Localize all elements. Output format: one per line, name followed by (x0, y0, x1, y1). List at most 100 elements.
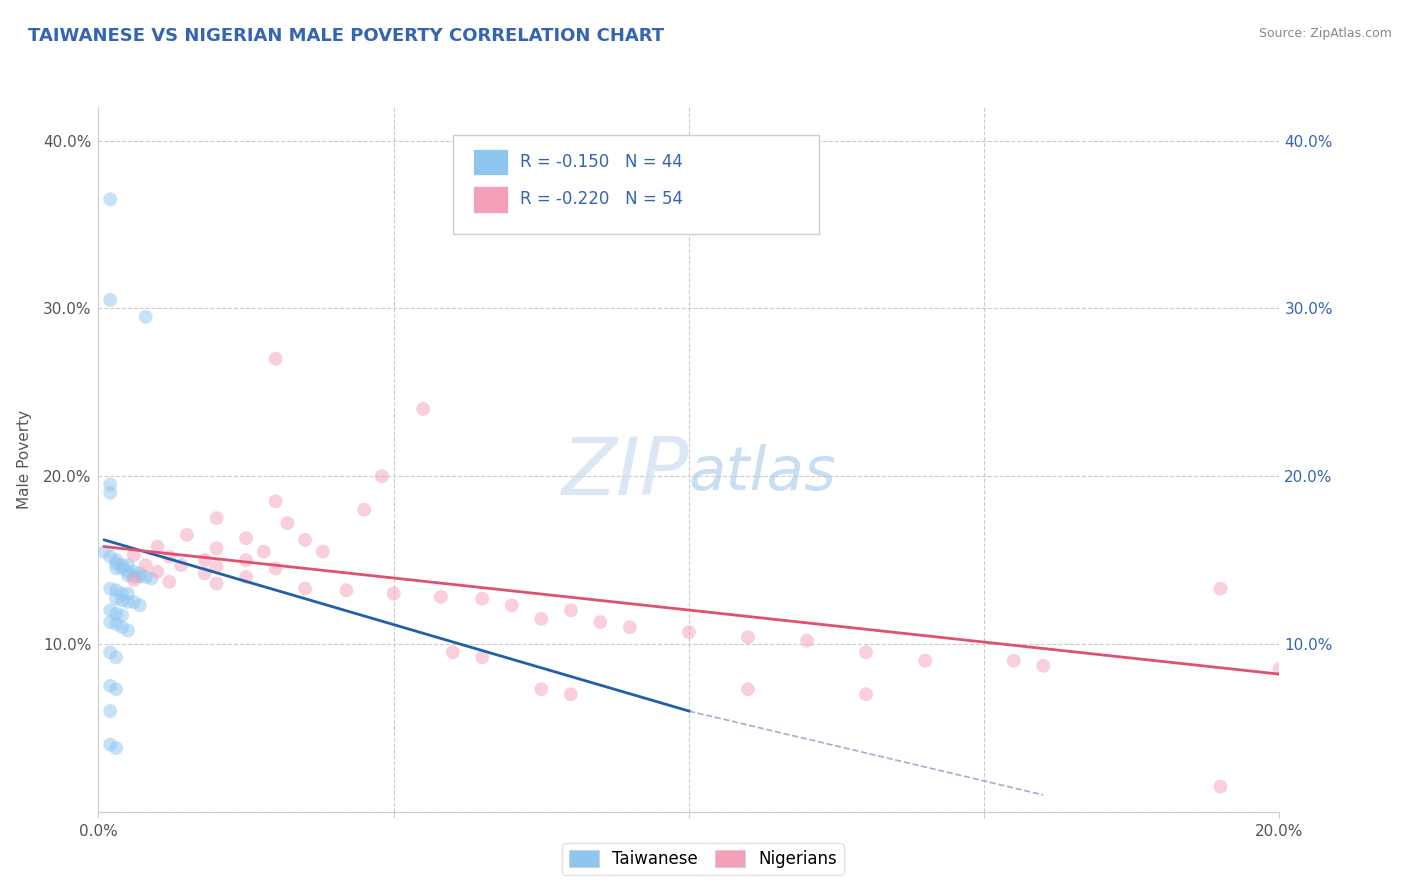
Point (141, 572, 163, 586)
Point (1002, 654, 1025, 668)
Point (530, 682, 553, 697)
Point (122, 548, 145, 562)
Point (335, 583, 357, 598)
Point (205, 511, 228, 525)
Point (135, 570, 157, 584)
Point (105, 741, 128, 756)
Point (1268, 662, 1291, 676)
Point (205, 559, 228, 574)
Point (105, 553, 128, 567)
Point (98, 549, 121, 564)
Point (117, 624, 139, 638)
Point (117, 565, 139, 579)
Point (235, 531, 257, 545)
Point (205, 576, 228, 591)
Point (117, 558, 139, 573)
Point (98, 615, 121, 629)
Text: R = -0.150   N = 44: R = -0.150 N = 44 (520, 153, 683, 171)
Text: TAIWANESE VS NIGERIAN MALE POVERTY CORRELATION CHART: TAIWANESE VS NIGERIAN MALE POVERTY CORRE… (28, 27, 664, 45)
Point (471, 650, 494, 665)
Text: ZIP: ZIP (561, 434, 689, 513)
Point (122, 570, 145, 584)
Point (111, 593, 134, 607)
Point (353, 502, 375, 516)
Point (157, 549, 180, 564)
Point (371, 469, 394, 483)
Point (264, 351, 287, 366)
Point (619, 620, 641, 634)
Point (914, 654, 936, 668)
Point (98, 679, 121, 693)
Point (235, 570, 257, 584)
Point (235, 553, 257, 567)
Point (253, 544, 276, 558)
Point (111, 608, 134, 623)
Point (294, 582, 316, 596)
Point (312, 544, 335, 558)
Point (1209, 780, 1232, 794)
Point (105, 583, 128, 598)
Point (135, 310, 157, 324)
Point (111, 586, 134, 600)
Point (128, 566, 150, 581)
Point (264, 561, 287, 575)
Point (264, 494, 287, 508)
Point (560, 603, 582, 617)
FancyBboxPatch shape (472, 149, 508, 176)
Point (146, 565, 169, 579)
Point (294, 533, 316, 547)
Point (530, 612, 553, 626)
Point (105, 561, 128, 575)
Point (98, 486, 121, 500)
Point (117, 595, 139, 609)
Point (128, 570, 150, 584)
Point (117, 568, 139, 582)
Point (412, 402, 434, 417)
Point (122, 573, 145, 587)
FancyBboxPatch shape (453, 136, 818, 234)
Point (855, 687, 877, 701)
Point (105, 616, 128, 631)
Point (111, 620, 134, 634)
Point (1032, 658, 1054, 673)
Point (589, 615, 612, 629)
Text: Source: ZipAtlas.com: Source: ZipAtlas.com (1258, 27, 1392, 40)
Point (98, 293, 121, 307)
Point (122, 565, 145, 579)
Point (855, 645, 877, 659)
Point (111, 558, 134, 573)
Point (382, 586, 405, 600)
Point (93, 544, 115, 558)
Point (471, 591, 494, 606)
Point (105, 557, 128, 571)
Point (98, 477, 121, 491)
Point (170, 558, 193, 573)
Point (98, 645, 121, 659)
Point (501, 599, 523, 613)
Point (560, 687, 582, 701)
Point (98, 603, 121, 617)
Point (105, 591, 128, 606)
Point (98, 192, 121, 206)
Point (678, 625, 700, 640)
FancyBboxPatch shape (472, 186, 508, 212)
Point (117, 586, 139, 600)
Point (441, 645, 464, 659)
Point (1209, 582, 1232, 596)
Point (194, 566, 217, 581)
Point (146, 540, 169, 554)
Point (128, 599, 150, 613)
Point (737, 630, 759, 644)
Point (157, 574, 180, 589)
Point (737, 682, 759, 697)
Text: atlas: atlas (689, 444, 837, 503)
Point (796, 633, 818, 648)
Y-axis label: Male Poverty: Male Poverty (17, 409, 32, 509)
Point (135, 558, 157, 573)
Point (205, 541, 228, 556)
Legend: Taiwanese, Nigerians: Taiwanese, Nigerians (562, 843, 844, 875)
Point (122, 595, 145, 609)
Point (105, 607, 128, 621)
Point (430, 590, 453, 604)
Point (98, 738, 121, 752)
